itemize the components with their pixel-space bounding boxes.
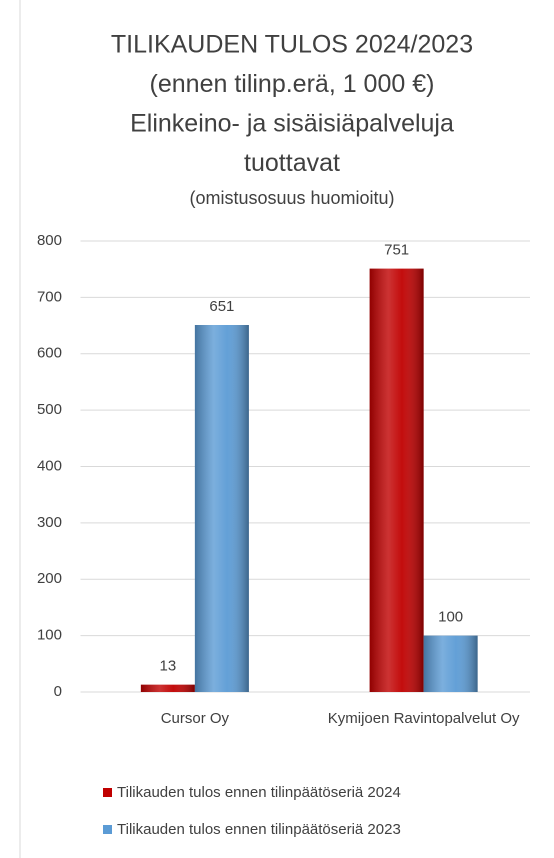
y-tick-label: 600 — [37, 345, 62, 362]
y-tick-label: 400 — [37, 457, 62, 474]
bar-shade — [140, 684, 195, 692]
y-tick-label: 200 — [37, 570, 62, 587]
chart-title: Elinkeino- ja sisäisiäpalveluja — [130, 110, 454, 138]
legend-label: Tilikauden tulos ennen tilinpäätöseriä 2… — [117, 821, 401, 838]
x-tick-label: Kymijoen Ravintopalvelut Oy — [327, 710, 520, 727]
data-label: 13 — [160, 658, 177, 675]
data-label: 651 — [209, 298, 234, 315]
data-label: 751 — [384, 242, 409, 259]
y-tick-label: 300 — [37, 514, 62, 531]
legend-swatch — [103, 825, 112, 834]
legend-swatch — [103, 788, 112, 797]
y-tick-label: 500 — [37, 401, 62, 418]
y-tick-label: 0 — [54, 683, 62, 700]
chart-title: tuottavat — [244, 149, 340, 177]
bar-shade — [423, 635, 478, 692]
data-label: 100 — [438, 609, 463, 626]
bar-shade — [369, 268, 424, 692]
chart-subtitle: (omistusosuus huomioitu) — [189, 188, 394, 208]
legend-label: Tilikauden tulos ennen tilinpäätöseriä 2… — [117, 784, 401, 801]
y-tick-label: 700 — [37, 288, 62, 305]
bar-shade — [194, 324, 249, 692]
chart-title: (ennen tilinp.erä, 1 000 €) — [150, 70, 435, 98]
x-tick-label: Cursor Oy — [160, 710, 230, 727]
chart-title: TILIKAUDEN TULOS 2024/2023 — [111, 31, 473, 59]
y-tick-label: 800 — [37, 232, 62, 249]
y-tick-label: 100 — [37, 627, 62, 644]
